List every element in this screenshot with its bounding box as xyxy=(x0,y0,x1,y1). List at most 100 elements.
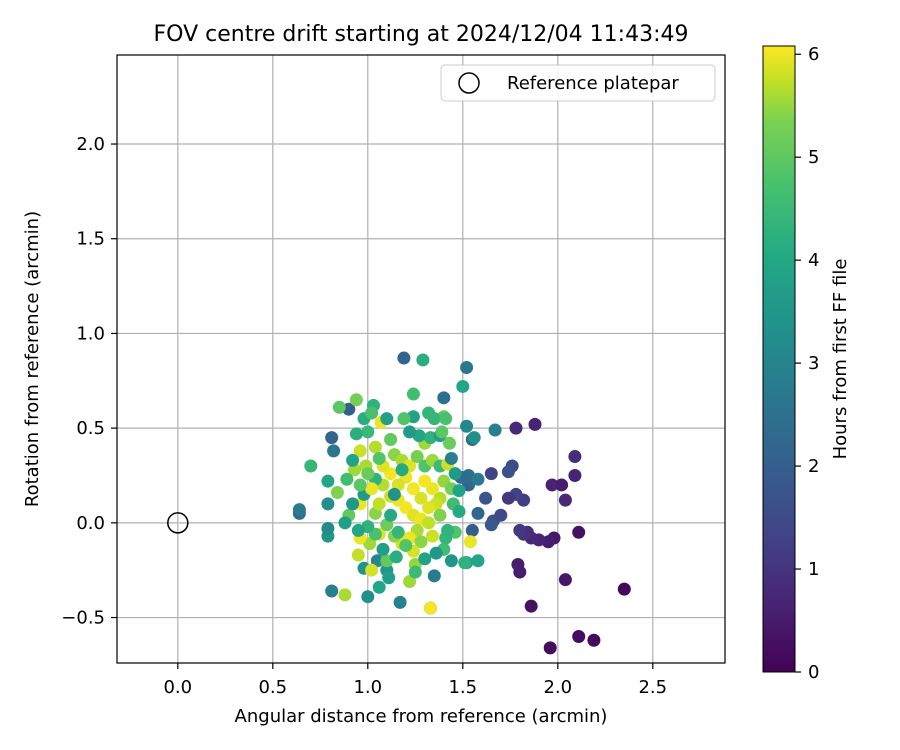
scatter-point xyxy=(387,487,401,501)
scatter-point xyxy=(427,412,441,426)
scatter-point xyxy=(372,451,386,465)
scatter-point xyxy=(558,573,572,587)
colorbar-tick-label: 5 xyxy=(808,147,819,168)
scatter-point xyxy=(393,595,407,609)
scatter-point xyxy=(363,537,377,551)
scatter-point xyxy=(422,516,436,530)
scatter-point xyxy=(391,525,405,539)
scatter-point xyxy=(338,588,352,602)
scatter-point xyxy=(443,436,456,450)
legend: Reference platepar xyxy=(440,64,716,102)
scatter-point xyxy=(292,503,306,517)
scatter-point xyxy=(509,421,523,435)
scatter-point xyxy=(437,391,451,405)
scatter-point xyxy=(380,412,394,426)
x-axis-label: Angular distance from reference (arcmin) xyxy=(235,706,608,727)
scatter-point xyxy=(304,459,318,473)
scatter-point xyxy=(425,529,439,543)
scatter-point xyxy=(452,484,466,498)
scatter-point xyxy=(351,523,365,537)
x-tick-label: 0.5 xyxy=(258,677,287,698)
scatter-point xyxy=(467,431,481,445)
legend-reference-marker xyxy=(458,72,480,94)
scatter-point xyxy=(370,554,384,568)
scatter-point xyxy=(429,546,443,560)
scatter-point xyxy=(399,539,413,553)
legend-label: Reference platepar xyxy=(507,73,679,94)
scatter-point xyxy=(361,425,375,439)
scatter-point xyxy=(471,506,485,520)
scatter-point xyxy=(572,629,586,643)
scatter-point xyxy=(465,523,479,537)
scatter-point xyxy=(424,601,437,615)
scatter-point xyxy=(501,465,515,479)
scatter-point xyxy=(587,633,601,647)
plot-frame xyxy=(116,54,726,664)
y-axis: −0.5 0.0 0.5 1.0 1.5 2.0 xyxy=(61,134,117,629)
y-axis-label: Rotation from reference (arcmin) xyxy=(22,211,43,507)
y-tick-label: −0.5 xyxy=(61,608,105,629)
scatter-point xyxy=(406,482,420,496)
scatter-point xyxy=(327,444,341,458)
scatter-point xyxy=(408,565,422,579)
scatter-point xyxy=(406,387,420,401)
reference-marker-group xyxy=(167,512,189,534)
reference-platepar-marker xyxy=(167,512,189,534)
scatter-point xyxy=(528,417,542,431)
y-tick-label: 1.0 xyxy=(76,323,105,344)
colorbar-tick-label: 2 xyxy=(808,456,819,477)
scatter-point xyxy=(410,450,424,464)
grid xyxy=(117,55,725,663)
colorbar-tick-label: 1 xyxy=(808,559,819,580)
scatter-point xyxy=(484,467,498,481)
scatter-point xyxy=(418,474,432,488)
y-tick-label: 2.0 xyxy=(76,134,105,155)
scatter-point xyxy=(321,522,335,536)
colorbar-label: Hours from first FF file xyxy=(830,259,851,460)
scatter-point xyxy=(435,425,449,439)
scatter-point xyxy=(346,497,360,511)
scatter-point xyxy=(325,584,339,598)
scatter-point xyxy=(439,412,453,426)
scatter-point xyxy=(545,478,559,492)
scatter-point xyxy=(511,558,525,572)
scatter-point xyxy=(448,467,462,481)
colorbar-gradient xyxy=(762,45,796,673)
scatter-point xyxy=(427,569,441,583)
scatter-point xyxy=(488,423,502,437)
scatter-point xyxy=(353,478,367,492)
x-tick-label: 1.0 xyxy=(353,677,382,698)
scatter-point xyxy=(372,580,386,594)
scatter-point xyxy=(384,432,398,446)
scatter-point xyxy=(458,556,472,570)
scatter-point xyxy=(349,427,363,441)
scatter-point xyxy=(617,582,631,596)
scatter-point xyxy=(433,508,447,522)
scatter-point xyxy=(471,472,485,486)
scatter-point xyxy=(463,535,477,549)
y-tick-label: 1.5 xyxy=(76,229,105,250)
scatter-point xyxy=(361,590,375,604)
scatter-point xyxy=(397,351,411,365)
scatter-point xyxy=(330,486,344,500)
scatter-point xyxy=(382,571,396,585)
scatter-point xyxy=(321,497,335,511)
scatter-point xyxy=(572,525,586,539)
scatter-point xyxy=(444,451,458,465)
scatter-point xyxy=(484,518,498,532)
scatter-point xyxy=(389,550,403,564)
scatter-point xyxy=(325,431,339,445)
scatter-point xyxy=(568,450,582,464)
colorbar: 0 1 2 3 4 5 6 Hours from first FF file xyxy=(762,44,851,683)
colorbar-tick-label: 3 xyxy=(808,353,819,374)
scatter-point xyxy=(543,641,557,655)
scatter-point xyxy=(349,393,363,407)
scatter-point xyxy=(403,425,417,439)
scatter-point xyxy=(524,599,538,613)
scatter-point xyxy=(460,361,474,375)
scatter-point xyxy=(365,563,379,577)
legend-box xyxy=(440,64,716,102)
scatter-point xyxy=(418,552,432,566)
scatter-point xyxy=(452,504,466,518)
